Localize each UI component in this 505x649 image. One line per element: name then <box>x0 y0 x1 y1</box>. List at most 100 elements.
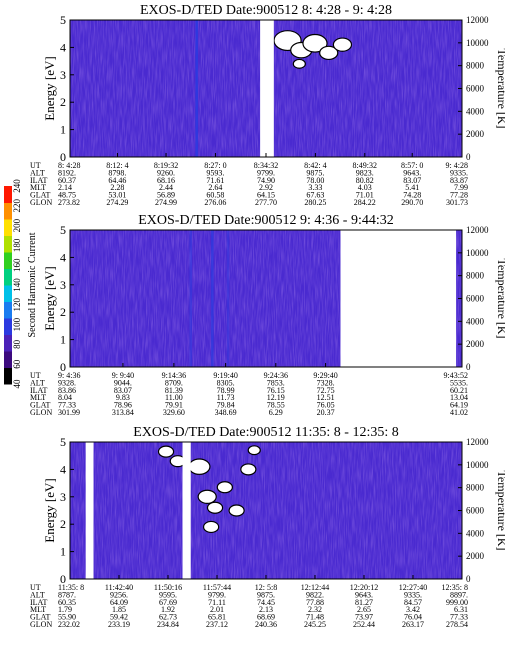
data-gap <box>182 442 191 579</box>
table-cell: 8.04 <box>58 393 72 402</box>
y2-tick-label: 10000 <box>466 248 489 258</box>
table-cell: 2.32 <box>308 605 322 614</box>
table-cell: 74.28 <box>403 191 421 200</box>
table-cell: 5535. <box>450 378 468 387</box>
heatmap-stripe <box>189 230 193 367</box>
y-tick-label: 5 <box>60 435 66 449</box>
table-cell: 9822. <box>306 590 324 599</box>
y2-tick-label: 0 <box>466 362 471 372</box>
table-cell: 11:35: 8 <box>58 583 84 592</box>
saturation-blob <box>247 445 261 456</box>
table-cell: 2.01 <box>210 605 224 614</box>
table-cell: 8709. <box>165 378 183 387</box>
table-cell: 348.69 <box>215 408 237 417</box>
table-cell: 9:14:36 <box>162 371 186 380</box>
table-row-label: GLON <box>30 198 52 207</box>
table-cell: 65.81 <box>208 613 226 622</box>
table-cell: 2.14 <box>58 183 72 192</box>
table-row-label: ALT <box>30 378 45 387</box>
y2-axis-label: Temperature [K] <box>495 470 505 550</box>
panel-1: EXOS-D/TED Date:900512 8: 4:28 - 9: 4:28… <box>30 3 505 207</box>
table-cell: 8192. <box>58 168 76 177</box>
table-cell: 81.27 <box>355 598 373 607</box>
table-cell: 11.73 <box>217 393 235 402</box>
table-cell: 1.85 <box>112 605 126 614</box>
table-cell: 8897. <box>450 590 468 599</box>
colorbar-segment <box>4 202 12 220</box>
table-cell: 999.00 <box>446 598 468 607</box>
table-cell: 79.91 <box>165 401 183 410</box>
table-cell: 8:12: 4 <box>106 161 128 170</box>
table-cell: 274.99 <box>155 198 177 207</box>
table-cell: 9.83 <box>116 393 130 402</box>
table-row-label: UT <box>30 161 41 170</box>
table-cell: 71.48 <box>306 613 324 622</box>
colorbar-tick-label: 120 <box>12 298 22 312</box>
y2-tick-label: 2000 <box>466 551 485 561</box>
table-cell: 2.28 <box>110 183 124 192</box>
table-cell: 64.46 <box>108 176 126 185</box>
y2-tick-label: 8000 <box>466 483 485 493</box>
saturation-blob <box>206 501 224 514</box>
colorbar-segment <box>4 219 12 236</box>
table-cell: 9335. <box>404 590 422 599</box>
y-tick-label: 2 <box>60 517 66 531</box>
table-cell: 276.06 <box>204 198 226 207</box>
table-cell: 278.54 <box>446 620 468 629</box>
table-cell: 8798. <box>108 168 126 177</box>
table-cell: 4.03 <box>358 183 372 192</box>
table-row-label: ALT <box>30 590 45 599</box>
y2-tick-label: 8000 <box>466 61 485 71</box>
table-cell: 71.61 <box>206 176 224 185</box>
table-row-label: GLON <box>30 408 52 417</box>
saturation-blob <box>228 504 245 517</box>
table-cell: 273.82 <box>58 198 80 207</box>
table-cell: 9328. <box>58 378 76 387</box>
table-cell: 62.73 <box>159 613 177 622</box>
colorbar-segment <box>4 186 12 203</box>
table-cell: 11.00 <box>165 393 183 402</box>
table-cell: 3.33 <box>308 183 322 192</box>
y2-tick-label: 4000 <box>466 528 485 538</box>
table-cell: 9875. <box>257 590 275 599</box>
y-tick-label: 0 <box>60 150 66 164</box>
table-cell: 2.65 <box>357 605 371 614</box>
table-cell: 76.05 <box>317 401 335 410</box>
table-cell: 2.13 <box>259 605 273 614</box>
colorbar-tick-label: 200 <box>12 218 22 232</box>
table-cell: 77.33 <box>58 401 76 410</box>
table-cell: 9643. <box>355 590 373 599</box>
y-tick-label: 0 <box>60 572 66 586</box>
y2-tick-label: 2000 <box>466 339 485 349</box>
table-cell: 55.90 <box>58 613 76 622</box>
colorbar-label: Second Harmonic Current <box>27 232 38 337</box>
y-tick-label: 5 <box>60 223 66 237</box>
table-row-label: GLON <box>30 620 52 629</box>
table-cell: 8:57: 0 <box>401 161 423 170</box>
table-cell: 9:19:40 <box>213 371 237 380</box>
table-cell: 2.92 <box>259 183 273 192</box>
table-cell: 71.01 <box>356 191 374 200</box>
y2-tick-label: 8000 <box>466 271 485 281</box>
colorbar-tick-label: 40 <box>12 379 22 389</box>
y2-tick-label: 0 <box>466 152 471 162</box>
table-cell: 68.16 <box>157 176 175 185</box>
table-cell: 280.25 <box>304 198 326 207</box>
table-cell: 9335. <box>450 168 468 177</box>
y2-tick-label: 12000 <box>466 437 489 447</box>
table-cell: 67.63 <box>306 191 324 200</box>
y2-tick-label: 6000 <box>466 294 485 304</box>
panel-title: EXOS-D/TED Date:900512 9: 4:36 - 9:44:32 <box>138 213 393 228</box>
table-cell: 83.07 <box>114 386 132 395</box>
table-cell: 12:12:44 <box>301 583 329 592</box>
saturation-blob <box>319 45 339 61</box>
saturation-blob <box>292 58 306 69</box>
colorbar-tick-label: 140 <box>12 278 22 292</box>
y-tick-label: 0 <box>60 360 66 374</box>
table-cell: 9260. <box>157 168 175 177</box>
table-cell: 73.97 <box>355 613 373 622</box>
table-cell: 11:50:16 <box>154 583 182 592</box>
table-cell: 9595. <box>159 590 177 599</box>
table-cell: 274.29 <box>106 198 128 207</box>
table-cell: 2.64 <box>208 183 222 192</box>
